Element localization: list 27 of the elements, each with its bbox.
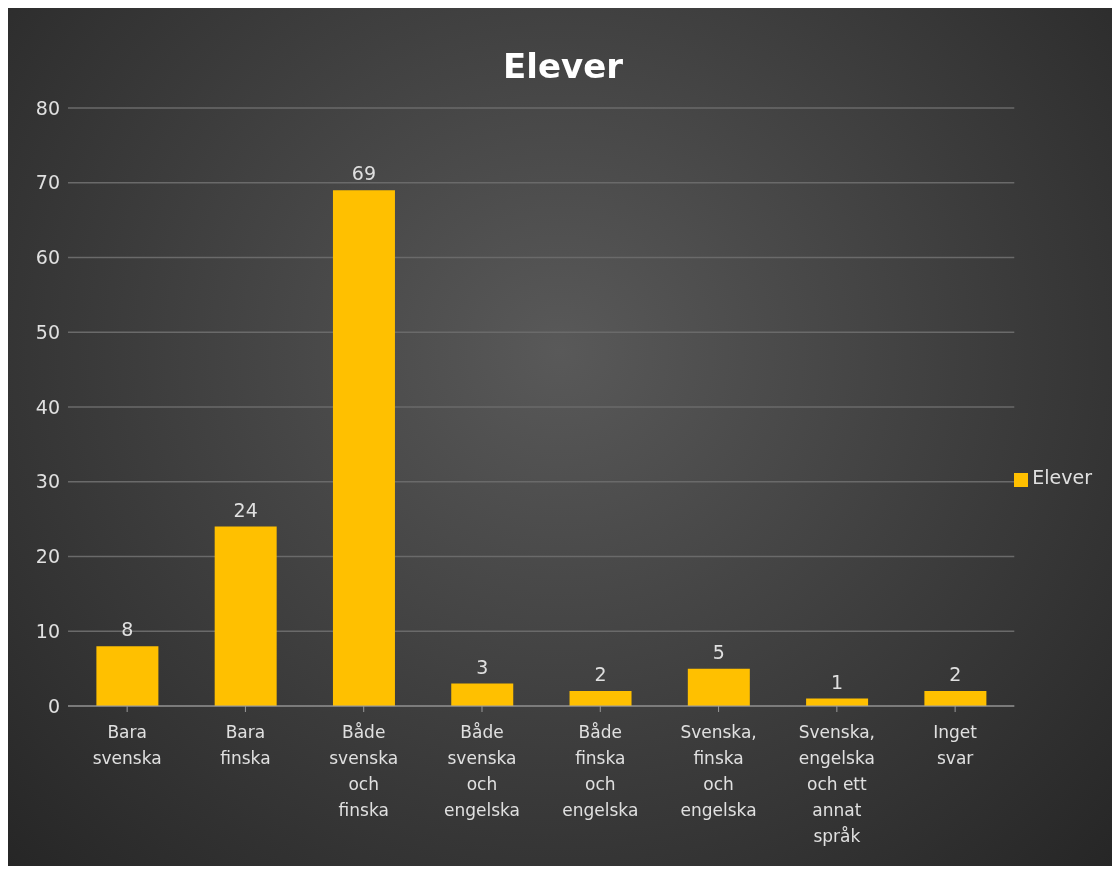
data-label: 2 (949, 663, 962, 686)
legend-label: Elever (1032, 466, 1092, 488)
y-tick-label: 50 (35, 320, 60, 343)
data-label: 2 (594, 663, 607, 686)
y-tick-label: 20 (35, 545, 60, 568)
y-tick-label: 60 (35, 246, 60, 269)
chart-title: Elever (502, 46, 624, 86)
x-tick-label: Bara svenska (92, 722, 162, 768)
x-tick-label: Inget svar (933, 722, 978, 768)
y-tick-label: 30 (35, 470, 60, 493)
y-tick-label: 70 (35, 171, 60, 194)
y-tick-label: 0 (47, 694, 60, 717)
data-label: 69 (351, 162, 377, 185)
x-tick-label: Bara finska (220, 722, 271, 768)
x-tick-label: Både finska och engelska (562, 722, 639, 820)
x-tick-label: Svenska, engelska och ett annat språk (798, 722, 876, 846)
y-tick-label: 40 (35, 395, 60, 418)
data-label: 5 (712, 640, 725, 663)
y-tick-label: 10 (35, 619, 60, 642)
data-label: 8 (121, 618, 134, 641)
data-label: 1 (831, 670, 844, 693)
x-tick-label: Svenska, finska och engelska (680, 722, 757, 820)
x-tick-label: Både svenska och engelska (443, 722, 521, 820)
y-tick-label: 80 (35, 96, 60, 119)
x-tick-label: Både svenska och finska (329, 722, 399, 820)
data-label: 24 (233, 498, 258, 521)
data-label: 3 (476, 655, 489, 678)
